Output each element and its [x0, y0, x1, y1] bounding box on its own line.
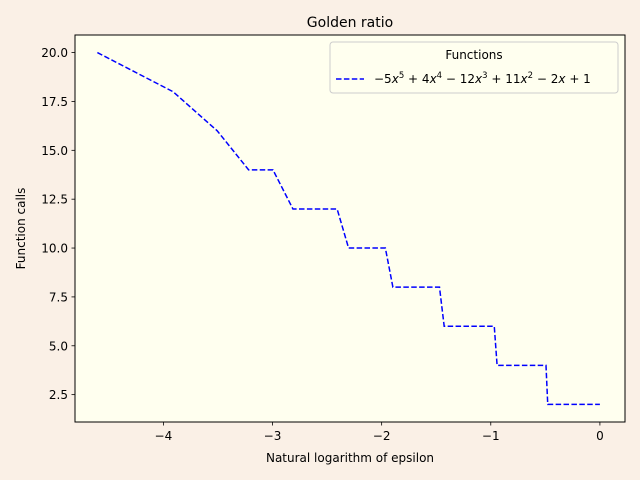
legend: Functions −5x5 + 4x4 − 12x3 + 11x2 − 2x … [329, 41, 619, 94]
x-tick-label: 0 [596, 429, 604, 443]
chart-title: Golden ratio [307, 15, 393, 31]
legend-box [329, 41, 619, 94]
y-tick-label: 7.5 [49, 290, 68, 304]
y-tick-label: 10.0 [41, 242, 68, 256]
legend-entry-label: −5x5 + 4x4 − 12x3 + 11x2 − 2x + 1 [374, 71, 591, 86]
x-tick-label: −4 [155, 429, 173, 443]
y-tick-label: 17.5 [41, 95, 68, 109]
x-tick-label: −1 [482, 429, 500, 443]
y-tick-label: 20.0 [41, 46, 68, 60]
plot-frame [74, 34, 626, 423]
legend-title: Functions [445, 48, 502, 62]
x-tick-label: −2 [373, 429, 391, 443]
series-layer [97, 51, 600, 406]
series-line [97, 51, 600, 406]
x-axis: −4 −3 −2 −1 0 [155, 422, 604, 443]
plot-area [75, 35, 625, 422]
x-axis-label: Natural logarithm of epsilon [266, 451, 434, 465]
y-tick-label: 15.0 [41, 144, 68, 158]
x-tick-label: −3 [264, 429, 282, 443]
y-axis-label: Function calls [14, 188, 28, 270]
y-tick-label: 12.5 [41, 193, 68, 207]
y-tick-label: 2.5 [49, 388, 68, 402]
y-tick-label: 5.0 [49, 339, 68, 353]
y-axis: 2.5 5.0 7.5 10.0 12.5 15.0 17.5 20.0 [41, 46, 75, 402]
